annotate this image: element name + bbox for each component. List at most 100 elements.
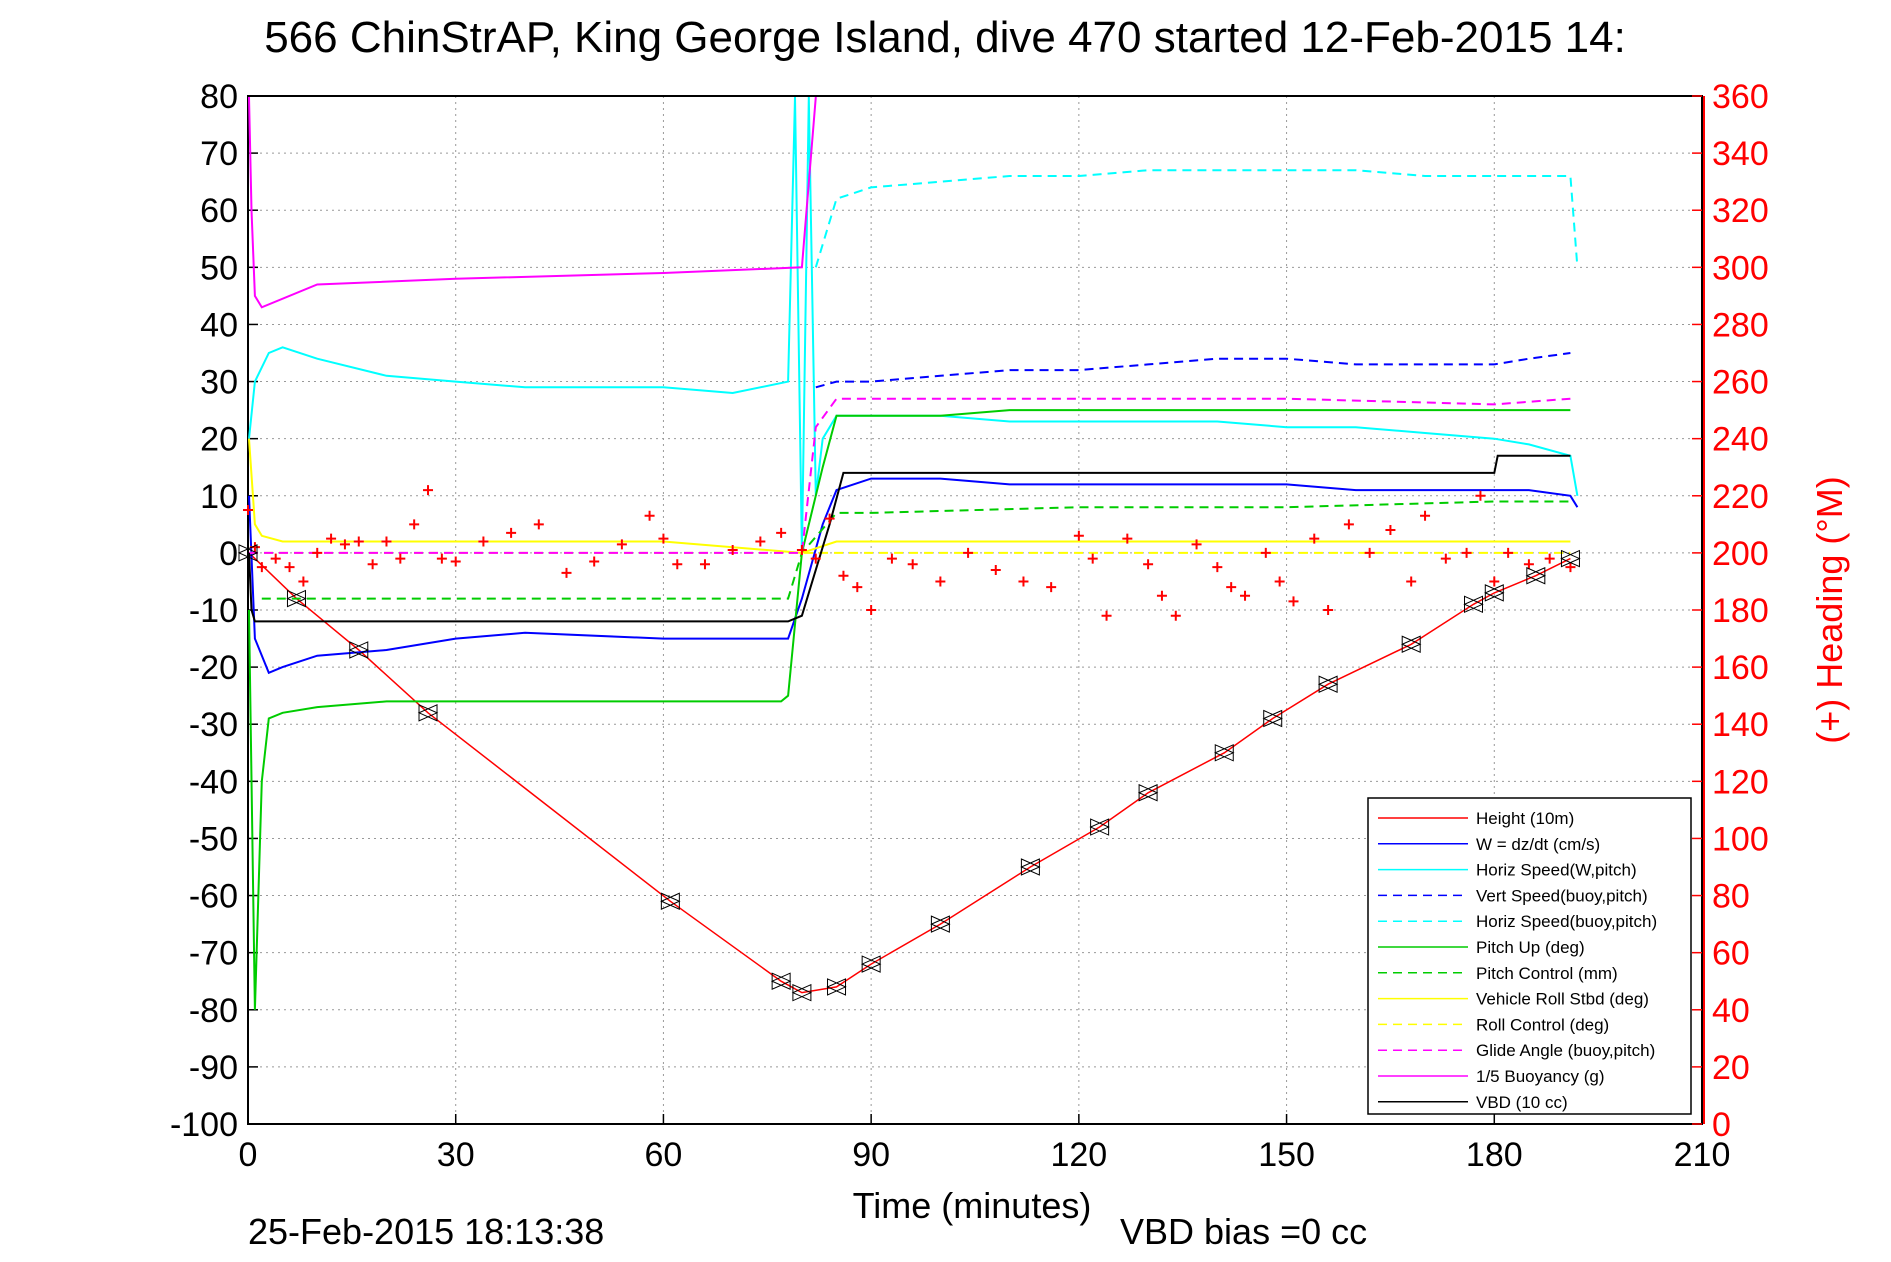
legend-label: Glide Angle (buoy,pitch)	[1476, 1041, 1655, 1060]
y-right-tick-label: 320	[1712, 192, 1769, 230]
height-marker	[1137, 783, 1159, 802]
height-marker	[1262, 709, 1283, 728]
y-left-tick-label: -60	[189, 878, 238, 916]
heading-marker	[699, 559, 710, 570]
y-right-tick-label: 80	[1712, 878, 1750, 916]
heading-marker	[353, 536, 364, 547]
x-ticks: 0 30 60 90 120 150 180 210	[239, 1114, 1731, 1174]
series-line	[815, 352, 1571, 389]
y-right-ticks: 3603403203002802602402202001801601401201…	[1692, 78, 1769, 1144]
heading-marker	[1489, 576, 1500, 587]
x-tick-label: 210	[1674, 1136, 1731, 1174]
y-left-tick-label: -80	[189, 992, 238, 1030]
heading-marker	[409, 519, 420, 530]
footer-timestamp: 25-Feb-2015 18:13:38	[248, 1211, 604, 1252]
height-marker	[1400, 635, 1422, 654]
heading-marker	[1018, 576, 1029, 587]
y-left-tick-label: 0	[219, 535, 238, 573]
heading-marker	[506, 527, 517, 538]
series-line	[248, 96, 1579, 553]
x-tick-label: 0	[239, 1136, 258, 1174]
y-left-tick-label: -40	[189, 763, 238, 801]
heading-marker	[1323, 605, 1334, 615]
series-line	[248, 96, 817, 309]
heading-marker	[1170, 610, 1181, 621]
y-left-tick-label: 70	[200, 135, 238, 173]
heading-marker	[1420, 510, 1431, 521]
heading-marker	[243, 505, 253, 516]
heading-marker	[1274, 576, 1285, 587]
height-marker	[237, 544, 259, 562]
height-marker-layer	[237, 544, 1581, 1002]
y-left-tick-label: 80	[200, 78, 238, 116]
legend-label: VBD (10 cc)	[1476, 1093, 1568, 1112]
height-marker	[1020, 858, 1041, 876]
heading-marker	[533, 519, 544, 530]
heading-marker	[776, 527, 787, 538]
heading-marker	[838, 570, 849, 581]
heading-marker	[1073, 530, 1084, 541]
legend-label: Pitch Control (mm)	[1476, 964, 1618, 983]
series-line	[814, 169, 1579, 268]
legend-label: Horiz Speed(W,pitch)	[1476, 861, 1637, 880]
x-tick-label: 60	[645, 1136, 683, 1174]
series-line	[248, 552, 1571, 994]
y-right-tick-label: 0	[1712, 1106, 1731, 1144]
heading-marker	[644, 510, 655, 521]
series-line	[248, 409, 1571, 1010]
y-right-tick-label: 180	[1712, 592, 1769, 630]
y-left-tick-label: -10	[189, 592, 238, 630]
heading-marker	[450, 556, 461, 567]
legend-label: Horiz Speed(buoy,pitch)	[1476, 912, 1657, 931]
x-tick-label: 180	[1466, 1136, 1523, 1174]
height-marker	[1560, 549, 1581, 568]
heading-marker	[1087, 553, 1098, 564]
heading-marker	[907, 559, 918, 570]
y-left-tick-label: -100	[170, 1106, 238, 1144]
heading-marker	[1309, 533, 1320, 544]
heading-marker	[886, 553, 897, 564]
height-marker	[286, 589, 307, 608]
series-line	[261, 500, 1571, 600]
legend-label: Roll Control (deg)	[1476, 1015, 1609, 1034]
legend-label: 1/5 Buoyancy (g)	[1476, 1067, 1605, 1086]
heading-marker	[1343, 519, 1354, 530]
y-right-axis-label: (+) Heading (°M)	[1809, 476, 1850, 743]
heading-marker	[1544, 553, 1555, 564]
heading-marker	[478, 536, 489, 547]
heading-marker-layer	[243, 485, 1576, 621]
height-marker	[1214, 744, 1235, 762]
y-left-tick-label: 60	[200, 192, 238, 230]
heading-marker	[339, 539, 350, 550]
y-right-tick-label: 160	[1712, 649, 1769, 687]
heading-marker	[1406, 576, 1417, 587]
heading-marker	[1156, 590, 1167, 601]
legend-label: Vehicle Roll Stbd (deg)	[1476, 990, 1649, 1009]
heading-marker	[256, 562, 267, 573]
heading-marker	[810, 553, 821, 564]
y-right-tick-label: 200	[1712, 535, 1769, 573]
heading-marker	[852, 582, 863, 593]
heading-marker	[1240, 590, 1251, 601]
height-marker	[826, 978, 847, 996]
legend-box	[1367, 797, 1692, 1115]
y-left-tick-label: -90	[189, 1049, 238, 1087]
y-right-tick-label: 280	[1712, 306, 1769, 344]
heading-marker	[866, 605, 877, 615]
heading-marker	[423, 485, 434, 496]
legend-label: Pitch Up (deg)	[1476, 938, 1585, 957]
height-marker	[930, 915, 951, 933]
x-tick-label: 90	[852, 1136, 890, 1174]
heading-marker	[395, 553, 406, 564]
y-right-tick-label: 300	[1712, 249, 1769, 287]
y-left-tick-label: -20	[189, 649, 238, 687]
heading-marker	[935, 576, 946, 587]
heading-marker	[589, 556, 600, 567]
y-right-tick-label: 40	[1712, 992, 1750, 1030]
heading-marker	[1260, 547, 1271, 558]
heading-marker	[367, 559, 378, 570]
heading-marker	[1288, 596, 1299, 607]
height-marker	[1484, 584, 1505, 602]
y-right-tick-label: 340	[1712, 135, 1769, 173]
